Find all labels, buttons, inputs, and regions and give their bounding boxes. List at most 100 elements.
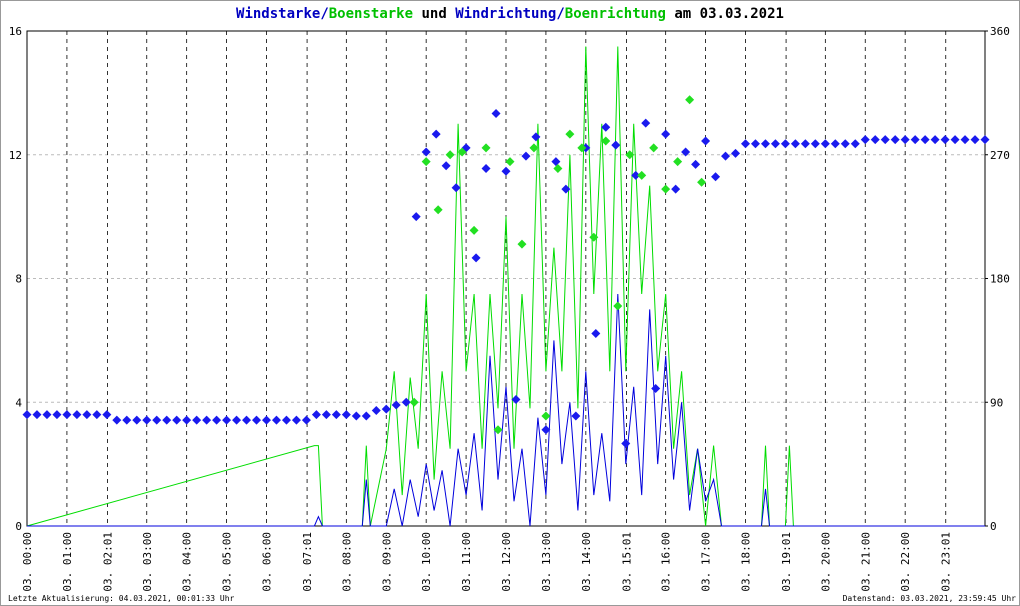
chart-title: Windstarke/Boenstarke und Windrichtung/B…	[236, 6, 784, 22]
title-part: /	[320, 6, 328, 22]
direction-point	[531, 132, 541, 142]
direction-point	[521, 151, 531, 161]
direction-point	[850, 139, 860, 149]
direction-point	[431, 129, 441, 139]
direction-point	[242, 415, 252, 425]
direction-point	[880, 135, 890, 145]
x-tick-label: 03. 04:00	[181, 532, 194, 592]
direction-point	[920, 135, 930, 145]
y-tick-label: 0	[15, 520, 22, 533]
direction-point	[493, 425, 503, 435]
title-part: Windstarke	[236, 6, 320, 22]
x-tick-label: 03. 22:00	[899, 532, 912, 592]
x-tick-label: 03. 15:01	[620, 532, 633, 592]
direction-point	[930, 135, 940, 145]
x-tick-label: 03. 07:01	[301, 532, 314, 592]
direction-point	[252, 415, 262, 425]
y-tick-label: 4	[15, 396, 22, 409]
y2-tick-label: 360	[990, 25, 1010, 38]
direction-point	[451, 183, 461, 193]
direction-point	[637, 170, 647, 180]
direction-point	[401, 397, 411, 407]
direction-point	[960, 135, 970, 145]
direction-point	[970, 135, 980, 145]
direction-point	[132, 415, 142, 425]
x-tick-label: 03. 03:00	[141, 532, 154, 592]
direction-point	[351, 411, 361, 421]
direction-point	[517, 239, 527, 249]
y-tick-label: 16	[9, 25, 22, 38]
direction-point	[685, 95, 695, 105]
direction-point	[553, 164, 563, 173]
direction-point	[82, 410, 92, 420]
direction-point	[102, 410, 112, 420]
direction-point	[711, 172, 721, 182]
direction-point	[331, 410, 341, 420]
direction-point	[589, 232, 599, 242]
direction-point	[457, 147, 467, 157]
x-tick-label: 03. 20:00	[819, 532, 832, 592]
direction-point	[301, 415, 311, 425]
x-tick-label: 03. 08:00	[340, 532, 353, 592]
x-tick-label: 03. 19:01	[780, 532, 793, 592]
direction-point	[940, 135, 950, 145]
x-tick-label: 03. 16:00	[660, 532, 673, 592]
x-tick-label: 03. 05:00	[221, 532, 234, 592]
footer-right: Datenstand: 03.03.2021, 23:59:45 Uhr	[843, 594, 1017, 603]
direction-point	[271, 415, 281, 425]
title-part: Windrichtung	[455, 6, 556, 22]
x-tick-label: 03. 06:00	[261, 532, 274, 592]
direction-point	[731, 148, 741, 158]
y-tick-label: 8	[15, 273, 22, 286]
direction-point	[42, 410, 52, 420]
direction-point	[433, 205, 443, 215]
direction-point	[641, 118, 651, 128]
direction-point	[529, 143, 539, 153]
direction-point	[601, 122, 611, 132]
direction-point	[840, 139, 850, 149]
direction-point	[860, 135, 870, 145]
direction-point	[481, 164, 491, 173]
direction-point	[291, 415, 301, 425]
direction-point	[311, 410, 321, 420]
x-tick-label: 03. 14:00	[580, 532, 593, 592]
direction-point	[112, 415, 122, 425]
plot-area	[26, 30, 986, 527]
direction-point	[741, 139, 750, 149]
series-line	[27, 293, 985, 527]
direction-point	[621, 439, 631, 448]
x-tick-label: 03. 00:00	[21, 532, 34, 592]
direction-point	[52, 410, 62, 420]
direction-point	[649, 143, 659, 153]
direction-point	[481, 143, 491, 153]
direction-point	[192, 415, 202, 425]
direction-point	[625, 150, 635, 160]
direction-point	[92, 410, 102, 420]
direction-point	[760, 139, 770, 149]
direction-point	[571, 411, 581, 421]
x-tick-label: 03. 21:00	[859, 532, 872, 592]
series-line	[26, 46, 985, 527]
direction-point	[391, 400, 401, 410]
direction-point	[182, 415, 192, 425]
direction-point	[780, 139, 790, 149]
direction-point	[613, 301, 623, 311]
title-part: /	[556, 6, 564, 22]
x-tick-label: 03. 09:00	[380, 532, 393, 592]
x-tick-label: 03. 23:01	[940, 532, 953, 592]
direction-point	[421, 157, 431, 167]
direction-point	[321, 410, 331, 420]
x-tick-label: 03. 12:00	[500, 532, 513, 592]
direction-point	[421, 147, 431, 157]
direction-point	[870, 135, 880, 145]
direction-point	[691, 159, 701, 169]
direction-point	[541, 411, 551, 421]
direction-point	[469, 225, 479, 235]
direction-point	[222, 415, 232, 425]
y2-tick-label: 270	[990, 149, 1010, 162]
title-part: Boenstarke	[329, 6, 413, 22]
direction-point	[491, 109, 501, 118]
direction-point	[262, 415, 271, 425]
y2-tick-label: 90	[990, 396, 1003, 409]
